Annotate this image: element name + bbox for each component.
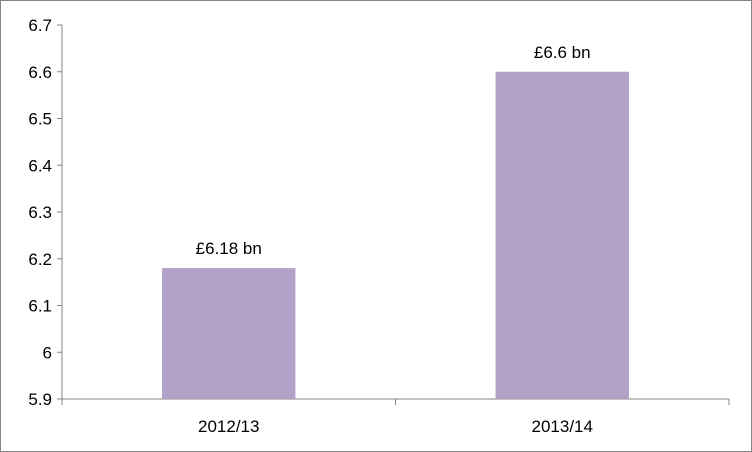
bar-2013-14: [495, 71, 629, 399]
data-label: £6.6 bn: [534, 43, 591, 62]
x-axis: 2012/13 2013/14: [61, 398, 730, 436]
bars: [162, 71, 629, 399]
data-label: £6.18 bn: [196, 239, 262, 258]
y-tick-label: 6.2: [28, 250, 52, 269]
x-tick-label: 2012/13: [198, 417, 259, 436]
y-tick-label: 5.9: [28, 390, 52, 409]
y-tick-label: 6.5: [28, 110, 52, 129]
y-tick-label: 6.1: [28, 297, 52, 316]
y-tick-label: 6: [43, 343, 52, 362]
y-tick-label: 6.7: [28, 16, 52, 35]
y-axis: 5.9 6 6.1 6.2 6.3 6.4 6.5 6.6 6.7: [28, 16, 63, 409]
data-labels: £6.18 bn £6.6 bn: [196, 43, 591, 258]
y-tick-label: 6.4: [28, 156, 52, 175]
bar-2012-13: [162, 268, 296, 399]
x-tick-label: 2013/14: [532, 417, 593, 436]
y-tick-label: 6.6: [28, 63, 52, 82]
y-tick-label: 6.3: [28, 203, 52, 222]
